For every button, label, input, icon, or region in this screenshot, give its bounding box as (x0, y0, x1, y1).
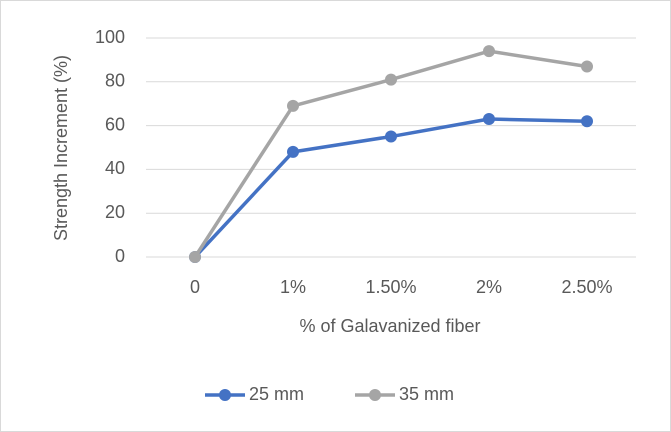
data-point (287, 145, 299, 158)
data-point (385, 73, 397, 86)
legend-marker (369, 389, 381, 401)
data-point (581, 115, 593, 128)
y-axis-title: Strength Increment (%) (51, 55, 71, 241)
data-point (385, 130, 397, 143)
y-tick-label: 100 (95, 27, 125, 47)
data-point (287, 99, 299, 112)
x-tick-label: 0 (190, 277, 200, 297)
x-axis-title: % of Galavanized fiber (299, 316, 480, 336)
x-tick-label: 2% (476, 277, 502, 297)
y-tick-label: 40 (105, 158, 125, 178)
x-tick-label: 2.50% (561, 277, 612, 297)
legend-marker (219, 389, 231, 401)
data-point (581, 60, 593, 73)
legend-label: 35 mm (399, 384, 454, 404)
legend-label: 25 mm (249, 384, 304, 404)
data-point (483, 113, 495, 126)
data-point (189, 251, 201, 263)
data-point (483, 45, 495, 58)
x-tick-label: 1% (280, 277, 306, 297)
y-tick-label: 80 (105, 71, 125, 91)
y-tick-label: 60 (105, 114, 125, 134)
y-tick-label: 0 (115, 246, 125, 266)
x-tick-label: 1.50% (365, 277, 416, 297)
y-tick-label: 20 (105, 202, 125, 222)
